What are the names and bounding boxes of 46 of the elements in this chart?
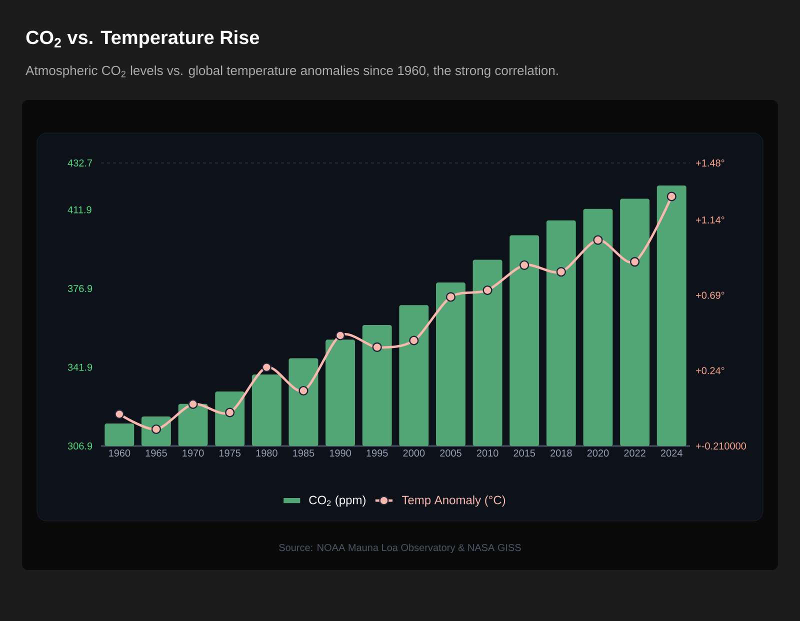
point xyxy=(298,386,308,396)
y2-tick-label: +0.24° xyxy=(696,367,724,374)
x-tick-label: 2022 xyxy=(624,450,646,457)
y-tick-label: 341.9 xyxy=(68,364,92,371)
chart-subtitle: Atmospheric CO$_{2}$ levels vs. global temperature anomalies since 1960, the strong correlation. xyxy=(26,66,558,78)
x-tick-label: 1990 xyxy=(330,450,352,457)
point xyxy=(262,362,272,372)
source-note: Source: NOAA Mauna Loa Observatory & NASA GISS xyxy=(279,544,521,554)
legend-label: CO$_{2}$ (ppm) xyxy=(309,495,366,507)
x-tick-label: 1975 xyxy=(219,450,241,457)
point xyxy=(188,399,198,409)
x-tick-label: 1995 xyxy=(366,450,388,457)
point xyxy=(446,292,456,302)
chart-title: CO$_{2}$ vs. Temperature Rise xyxy=(26,30,260,48)
point xyxy=(556,267,566,277)
point xyxy=(520,260,530,270)
y2-tick-label: +1.14° xyxy=(696,216,724,224)
x-tick-label: 2005 xyxy=(440,450,462,457)
x-tick-label: 1970 xyxy=(182,450,204,457)
point xyxy=(593,235,603,245)
y-tick-label: 306.9 xyxy=(68,442,92,450)
x-tick-label: 2000 xyxy=(403,450,425,457)
y-tick-label: 432.7 xyxy=(68,159,92,167)
x-tick-label: 1980 xyxy=(256,450,278,457)
y2-tick-label: +0.69° xyxy=(696,292,724,299)
point xyxy=(372,342,382,352)
point xyxy=(666,192,676,202)
x-tick-label: 1985 xyxy=(293,450,314,457)
x-tick-label: 1965 xyxy=(146,450,167,457)
legend-label: Temp Anomaly (°C) xyxy=(402,495,506,507)
x-tick-label: 1960 xyxy=(109,450,130,457)
y-tick-label: 411.9 xyxy=(68,206,92,214)
point xyxy=(482,285,492,296)
point xyxy=(630,257,640,267)
x-tick-label: 2018 xyxy=(550,450,572,457)
y2-tick-label: +1.48° xyxy=(696,159,724,167)
y-tick-label: 376.9 xyxy=(68,284,92,292)
point xyxy=(114,409,124,419)
y2-tick-label: +-0.210000 xyxy=(696,442,746,450)
x-tick-label: 2015 xyxy=(514,450,536,457)
x-tick-label: 2024 xyxy=(660,450,682,457)
point xyxy=(225,408,235,418)
x-tick-label: 2010 xyxy=(476,450,498,457)
point xyxy=(335,330,346,340)
point xyxy=(409,336,419,346)
x-tick-label: 2020 xyxy=(587,450,609,457)
